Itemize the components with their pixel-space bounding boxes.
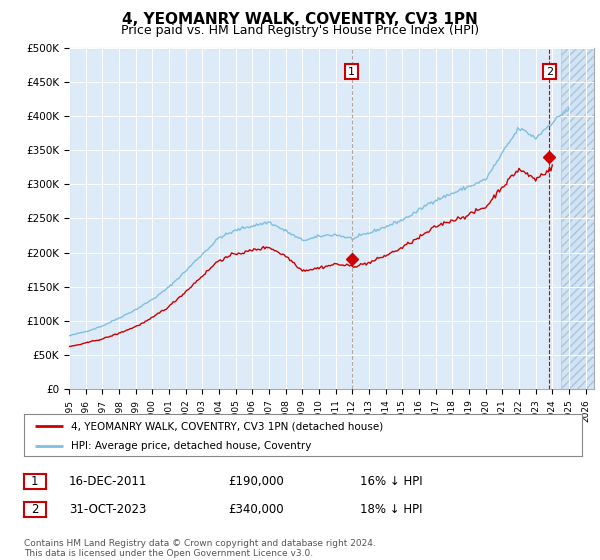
Text: 2: 2 — [31, 503, 38, 516]
Text: 1: 1 — [348, 67, 355, 77]
Text: 2: 2 — [546, 67, 553, 77]
Text: 16% ↓ HPI: 16% ↓ HPI — [360, 475, 422, 488]
Bar — [560, 48, 594, 389]
Text: Contains HM Land Registry data © Crown copyright and database right 2024.
This d: Contains HM Land Registry data © Crown c… — [24, 539, 376, 558]
Text: £190,000: £190,000 — [228, 475, 284, 488]
Text: 16-DEC-2011: 16-DEC-2011 — [69, 475, 148, 488]
Text: 31-OCT-2023: 31-OCT-2023 — [69, 503, 146, 516]
Text: Price paid vs. HM Land Registry's House Price Index (HPI): Price paid vs. HM Land Registry's House … — [121, 24, 479, 36]
Text: 18% ↓ HPI: 18% ↓ HPI — [360, 503, 422, 516]
Bar — [560, 48, 594, 389]
Text: 4, YEOMANRY WALK, COVENTRY, CV3 1PN: 4, YEOMANRY WALK, COVENTRY, CV3 1PN — [122, 12, 478, 27]
Text: HPI: Average price, detached house, Coventry: HPI: Average price, detached house, Cove… — [71, 441, 312, 451]
Text: £340,000: £340,000 — [228, 503, 284, 516]
Text: 4, YEOMANRY WALK, COVENTRY, CV3 1PN (detached house): 4, YEOMANRY WALK, COVENTRY, CV3 1PN (det… — [71, 421, 383, 431]
Text: 1: 1 — [31, 475, 38, 488]
